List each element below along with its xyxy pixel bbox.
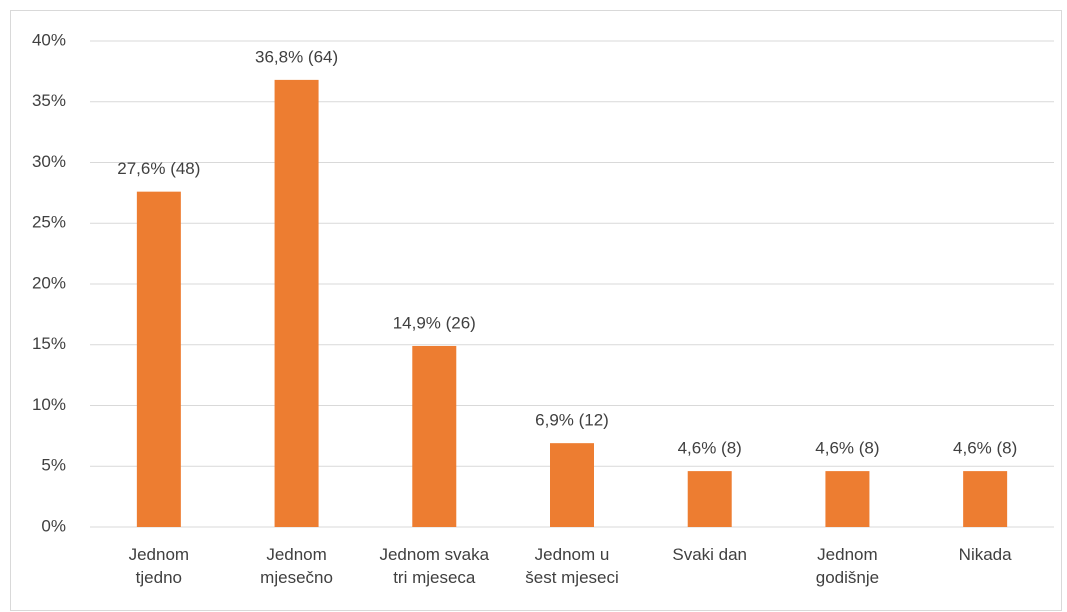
bar: [687, 471, 732, 527]
y-tick-label: 30%: [32, 152, 66, 171]
bar: [274, 79, 319, 527]
y-tick-label: 5%: [41, 456, 66, 475]
data-label: 4,6% (8): [953, 439, 1017, 458]
data-label: 36,8% (64): [255, 47, 338, 66]
x-tick-label: Svaki dan: [672, 545, 748, 564]
data-label: 6,9% (12): [535, 411, 609, 430]
x-tick-label: Jednom godišnje: [815, 545, 880, 587]
x-tick-label: Jednom tjedno: [128, 545, 190, 587]
data-label: 14,9% (26): [393, 313, 476, 332]
y-tick-label: 20%: [32, 273, 66, 292]
bar: [963, 471, 1008, 527]
data-label: 4,6% (8): [815, 439, 879, 458]
y-tick-label: 25%: [32, 213, 66, 232]
y-tick-label: 35%: [32, 91, 66, 110]
y-tick-label: 40%: [32, 30, 66, 49]
x-tick-label: Jednom u šest mjeseci: [525, 545, 619, 587]
x-tick-label: Jednom svaka tri mjeseca: [379, 545, 490, 587]
bar: [412, 345, 457, 527]
data-label: 4,6% (8): [678, 439, 742, 458]
data-label: 27,6% (48): [117, 159, 200, 178]
x-tick-label: Jednom mjesečno: [260, 545, 333, 587]
bar: [550, 443, 594, 527]
y-tick-label: 0%: [41, 516, 66, 535]
chart-frame: [10, 10, 1062, 611]
y-tick-label: 10%: [32, 395, 66, 414]
x-tick-label: Nikada: [958, 545, 1012, 564]
y-tick-label: 15%: [32, 334, 66, 353]
bar: [136, 191, 181, 527]
bar: [825, 471, 870, 527]
